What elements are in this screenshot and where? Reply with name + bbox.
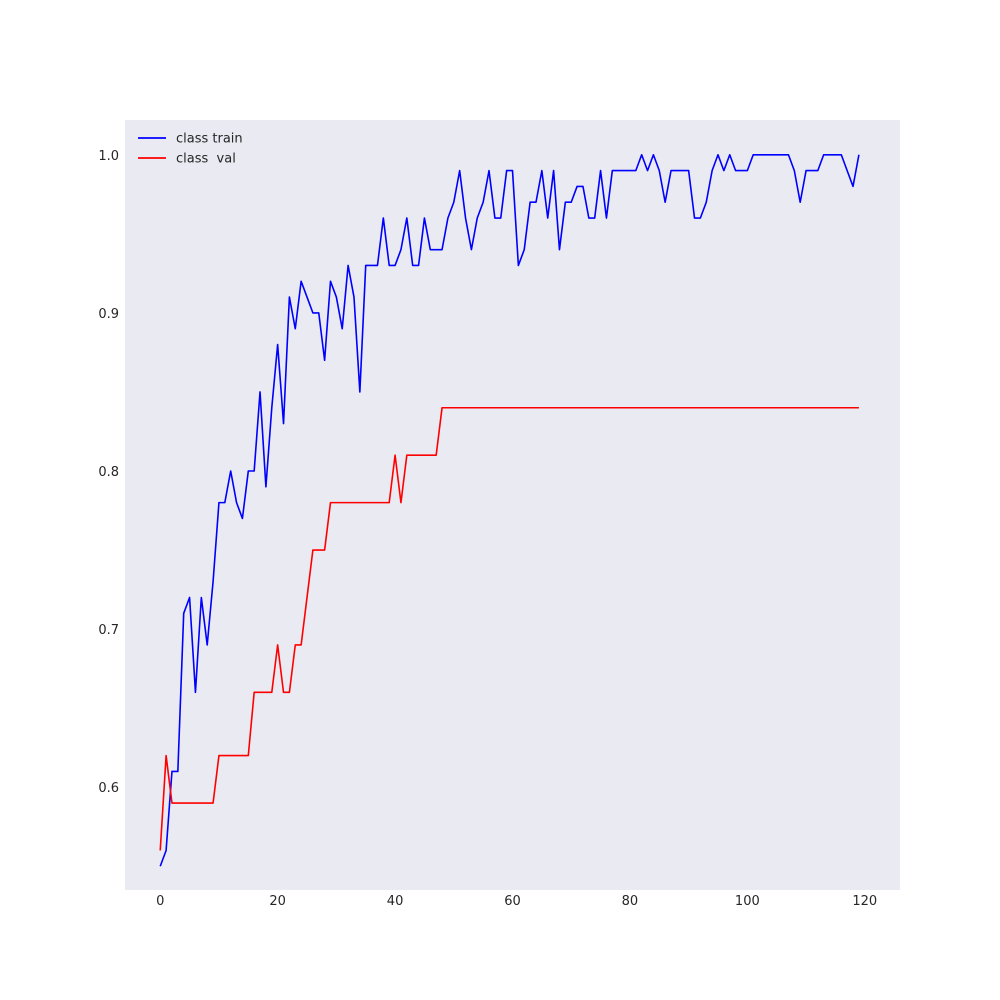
y-tick-label: 0.9 xyxy=(98,307,119,322)
y-axis: 0.6 0.7 0.8 0.9 1.0 xyxy=(98,149,119,796)
x-tick-label: 60 xyxy=(504,894,521,909)
chart-background xyxy=(125,120,900,890)
series-layer xyxy=(159,153,860,867)
y-tick-label: 0.6 xyxy=(98,781,119,796)
x-axis: 0 20 40 60 80 100 120 xyxy=(156,894,877,909)
x-tick-label: 20 xyxy=(269,894,286,909)
y-tick-label: 0.7 xyxy=(98,623,119,638)
series-line-class-val xyxy=(159,406,859,851)
x-tick-label: 100 xyxy=(735,894,760,909)
x-tick-label: 0 xyxy=(156,894,164,909)
y-tick-label: 1.0 xyxy=(98,149,119,164)
legend-label: class val xyxy=(176,152,236,167)
legend: class train class val xyxy=(138,132,243,167)
y-tick-label: 0.8 xyxy=(98,465,119,480)
x-tick-label: 40 xyxy=(387,894,404,909)
legend-label: class train xyxy=(176,132,243,147)
series-line-class-train xyxy=(159,153,860,867)
x-tick-label: 80 xyxy=(622,894,639,909)
x-tick-label: 120 xyxy=(852,894,877,909)
